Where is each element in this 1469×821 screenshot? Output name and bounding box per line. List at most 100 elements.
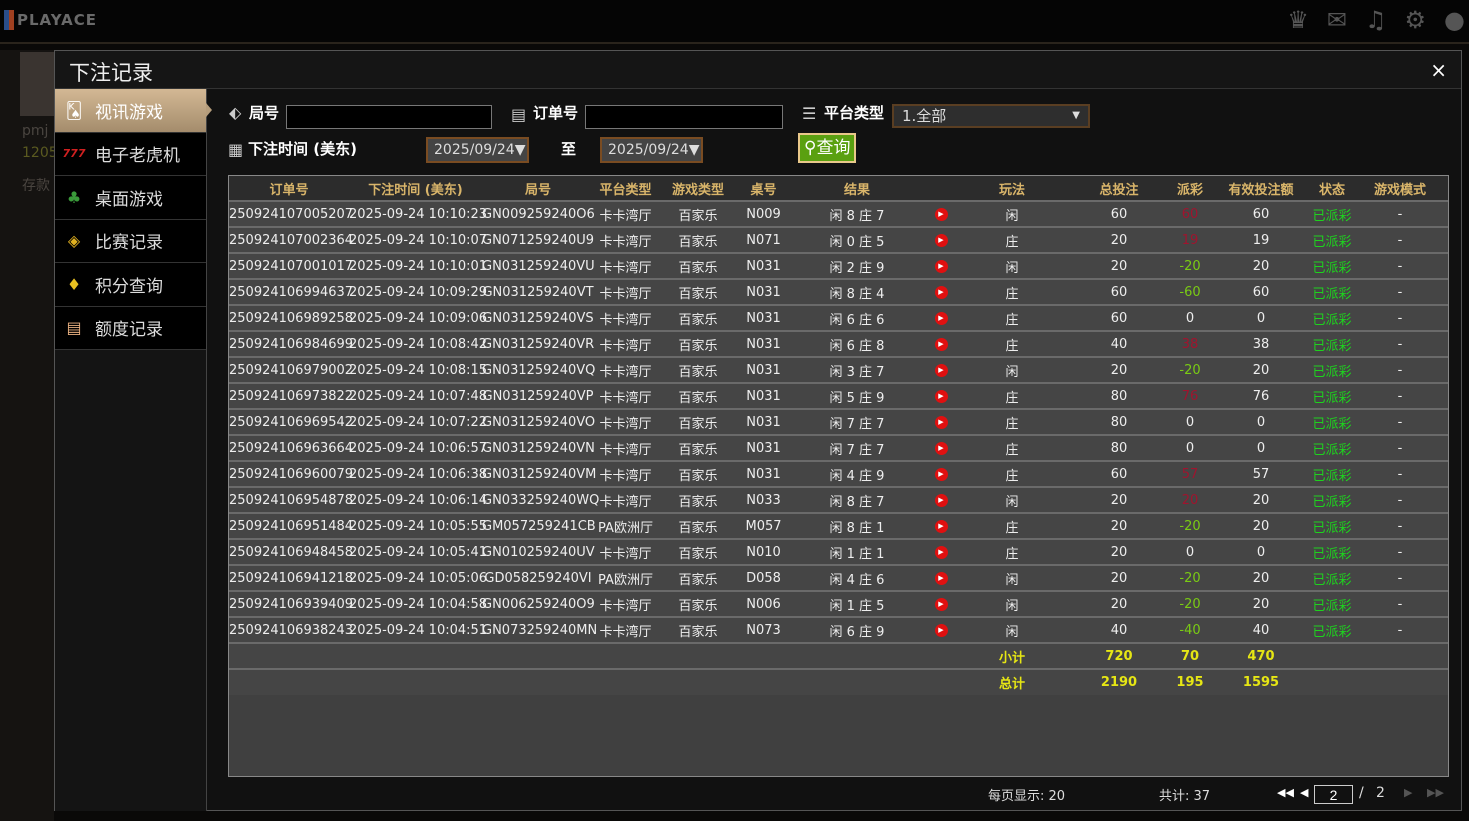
empty-cell xyxy=(739,642,788,669)
platform-cell: 卡卡湾厅 xyxy=(594,460,657,487)
settings-icon[interactable]: ⚙ xyxy=(1404,6,1427,34)
music-icon[interactable]: ♫ xyxy=(1365,6,1387,34)
game-mode-cell: - xyxy=(1352,590,1448,617)
payout-cell: 0 xyxy=(1170,538,1210,565)
replay-cell[interactable]: ▶ xyxy=(926,590,956,617)
replay-cell[interactable]: ▶ xyxy=(926,512,956,539)
play-replay-icon[interactable]: ▶ xyxy=(934,311,948,325)
replay-cell[interactable]: ▶ xyxy=(926,278,956,305)
bet-type-cell: 庄 xyxy=(956,226,1068,253)
empty-cell xyxy=(594,668,657,695)
per-page-text: 每页显示: 20 xyxy=(988,789,1066,804)
empty-cell xyxy=(657,642,739,669)
replay-cell[interactable]: ▶ xyxy=(926,538,956,565)
order-id-cell: 250924106994637 xyxy=(229,278,353,305)
table-row: 250924106994637 2025-09-24 10:09:29 GN0312… xyxy=(229,278,1448,305)
bet-type-cell: 庄 xyxy=(956,304,1068,331)
play-replay-icon[interactable]: ▶ xyxy=(934,207,948,221)
last-page-icon[interactable]: ▶▶ xyxy=(1427,786,1444,799)
round-input[interactable] xyxy=(286,105,492,129)
column-header: 总投注 xyxy=(1068,176,1170,201)
play-replay-icon[interactable]: ▶ xyxy=(934,545,948,559)
play-replay-icon[interactable]: ▶ xyxy=(934,519,948,533)
replay-cell[interactable]: ▶ xyxy=(926,434,956,461)
sidebar-item-table-games[interactable]: ♣ 桌面游戏 xyxy=(55,176,206,220)
logo-text: PLAYACE xyxy=(17,11,98,29)
date-from-picker[interactable]: 2025/09/24▼ xyxy=(426,137,529,163)
table-no-cell: N031 xyxy=(739,252,788,279)
first-page-icon[interactable]: ◀◀ xyxy=(1277,786,1294,799)
next-page-icon[interactable]: ▶ xyxy=(1404,786,1413,799)
order-input[interactable] xyxy=(585,105,783,129)
order-id-cell: 250924106973822 xyxy=(229,382,353,409)
bg-deposit: 存款 xyxy=(22,178,50,194)
replay-cell[interactable]: ▶ xyxy=(926,408,956,435)
column-header: 游戏模式 xyxy=(1352,176,1448,201)
play-replay-icon[interactable]: ▶ xyxy=(934,285,948,299)
total-count: 共计: 37 xyxy=(1159,789,1211,804)
replay-cell[interactable]: ▶ xyxy=(926,356,956,383)
platform-cell: 卡卡湾厅 xyxy=(594,304,657,331)
play-replay-icon[interactable]: ▶ xyxy=(934,337,948,351)
slot-777-icon: 777 xyxy=(62,147,86,161)
bet-type-cell: 闲 xyxy=(956,356,1068,383)
status-cell: 已派彩 xyxy=(1312,538,1352,565)
payout-cell: 38 xyxy=(1170,330,1210,357)
table-row: 250924107005207 2025-09-24 10:10:23 GN0092… xyxy=(229,200,1448,227)
play-replay-icon[interactable]: ▶ xyxy=(934,389,948,403)
order-id-cell: 250924107002364 xyxy=(229,226,353,253)
sidebar-item-credit-records[interactable]: ▤ 额度记录 xyxy=(55,306,206,350)
platform-cell: 卡卡湾厅 xyxy=(594,408,657,435)
page-input[interactable] xyxy=(1314,785,1353,804)
play-replay-icon[interactable]: ▶ xyxy=(934,571,948,585)
play-replay-icon[interactable]: ▶ xyxy=(934,597,948,611)
status-cell: 已派彩 xyxy=(1312,616,1352,643)
replay-cell[interactable]: ▶ xyxy=(926,564,956,591)
order-id-cell: 250924106963664 xyxy=(229,434,353,461)
sidebar-item-match-records[interactable]: ◈ 比赛记录 xyxy=(55,219,206,263)
bet-type-cell: 闲 xyxy=(956,616,1068,643)
sidebar-item-slots[interactable]: 777 电子老虎机 xyxy=(55,132,206,176)
replay-cell[interactable]: ▶ xyxy=(926,486,956,513)
vip-icon[interactable]: ♛ xyxy=(1287,6,1309,34)
replay-cell[interactable]: ▶ xyxy=(926,200,956,227)
result-cell: 闲 1 庄 1 xyxy=(788,538,926,565)
date-to-picker[interactable]: 2025/09/24▼ xyxy=(600,137,703,163)
bet-time-cell: 2025-09-24 10:05:55 xyxy=(349,512,487,539)
play-replay-icon[interactable]: ▶ xyxy=(934,623,948,637)
replay-cell[interactable]: ▶ xyxy=(926,330,956,357)
play-replay-icon[interactable]: ▶ xyxy=(934,233,948,247)
sidebar-item-live-games[interactable]: 🂮 视讯游戏 xyxy=(55,89,212,133)
prev-page-icon[interactable]: ◀ xyxy=(1300,786,1309,799)
chat-icon[interactable]: ● xyxy=(1444,6,1465,34)
bet-time-cell: 2025-09-24 10:05:06 xyxy=(349,564,487,591)
replay-cell[interactable]: ▶ xyxy=(926,382,956,409)
replay-cell[interactable]: ▶ xyxy=(926,616,956,643)
sidebar-item-points[interactable]: ♦ 积分查询 xyxy=(55,263,206,307)
round-id-cell: GN006259240O9 xyxy=(482,590,595,617)
play-replay-icon[interactable]: ▶ xyxy=(934,363,948,377)
result-cell: 闲 1 庄 5 xyxy=(788,590,926,617)
close-icon[interactable]: × xyxy=(1430,58,1447,82)
play-replay-icon[interactable]: ▶ xyxy=(934,441,948,455)
modal-title-bar: 下注记录 × xyxy=(55,51,1461,89)
replay-cell[interactable]: ▶ xyxy=(926,252,956,279)
total-bet-cell: 80 xyxy=(1068,382,1170,409)
play-replay-icon[interactable]: ▶ xyxy=(934,415,948,429)
to-label: 至 xyxy=(561,140,577,158)
result-cell: 闲 8 庄 7 xyxy=(788,486,926,513)
game-type-cell: 百家乐 xyxy=(657,486,739,513)
game-mode-cell: - xyxy=(1352,538,1448,565)
platform-select[interactable]: 1.全部 ▼ xyxy=(892,104,1090,128)
support-icon[interactable]: ✉ xyxy=(1326,6,1348,34)
table-row: 250924106938243 2025-09-24 10:04:51 GN0732… xyxy=(229,616,1448,643)
query-button[interactable]: ⚲查询 xyxy=(798,133,857,163)
play-replay-icon[interactable]: ▶ xyxy=(934,259,948,273)
replay-cell[interactable]: ▶ xyxy=(926,460,956,487)
valid-bet-cell: 20 xyxy=(1210,486,1312,513)
replay-cell[interactable]: ▶ xyxy=(926,226,956,253)
play-replay-icon[interactable]: ▶ xyxy=(934,493,948,507)
replay-cell[interactable]: ▶ xyxy=(926,304,956,331)
play-replay-icon[interactable]: ▶ xyxy=(934,467,948,481)
round-id-cell: GN031259240VP xyxy=(482,382,594,409)
